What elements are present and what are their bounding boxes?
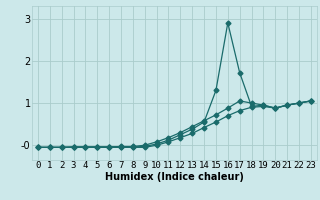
X-axis label: Humidex (Indice chaleur): Humidex (Indice chaleur)	[105, 172, 244, 182]
